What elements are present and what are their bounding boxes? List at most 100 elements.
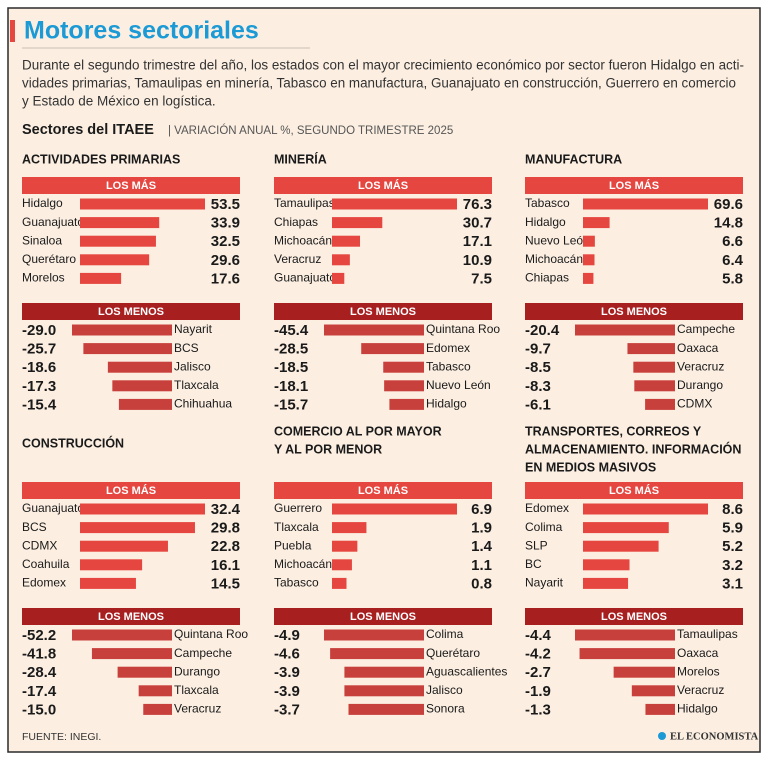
row-label: Jalisco (174, 359, 211, 373)
group-header (274, 482, 492, 499)
value-label: -20.4 (525, 322, 560, 339)
bar (80, 540, 168, 552)
value-label: -3.9 (274, 683, 300, 700)
group-header (22, 608, 240, 625)
value-label: -28.5 (274, 341, 308, 358)
group-header-label: LOS MENOS (350, 306, 416, 318)
value-label: 3.2 (722, 557, 743, 574)
bar (389, 398, 424, 410)
row-label: Morelos (22, 271, 65, 285)
row-label: Tabasco (525, 196, 570, 210)
panel-title: COMERCIO AL POR MAYOR (274, 424, 442, 438)
value-label: 0.8 (471, 575, 492, 592)
title: Motores sectoriales (24, 17, 259, 45)
value-label: -15.4 (22, 396, 57, 413)
value-label: 1.4 (471, 538, 493, 555)
value-label: -17.3 (22, 378, 56, 395)
value-label: -4.6 (274, 646, 300, 663)
value-label: -52.2 (22, 627, 56, 644)
row-label: Querétaro (22, 252, 76, 266)
row-label: Tlaxcala (174, 683, 219, 697)
group-header-label: LOS MENOS (98, 306, 164, 318)
bar (583, 577, 629, 589)
bar (324, 324, 424, 336)
bar (575, 629, 675, 641)
row-label: Tamaulipas (677, 627, 738, 641)
value-label: -18.6 (22, 359, 56, 376)
panel-title: ACTIVIDADES PRIMARIAS (22, 152, 180, 166)
value-label: 5.8 (722, 270, 743, 287)
panel-title: TRANSPORTES, CORREOS Y (525, 424, 702, 438)
group-header-label: LOS MENOS (98, 611, 164, 623)
row-label: Veracruz (677, 683, 724, 697)
group-header-label: LOS MÁS (358, 179, 408, 192)
group-header (274, 303, 492, 320)
bar (384, 380, 424, 392)
value-label: -2.7 (525, 664, 551, 681)
row-label: Chihuahua (174, 397, 232, 411)
panel-title: MINERÍA (274, 151, 327, 166)
bar (332, 522, 367, 534)
value-label: -1.9 (525, 683, 551, 700)
value-label: -8.5 (525, 359, 551, 376)
bar (627, 343, 675, 355)
row-label: Michoacán (274, 557, 332, 571)
row-label: Nuevo León (426, 378, 491, 392)
value-label: 22.8 (211, 538, 240, 555)
value-label: 8.6 (722, 501, 743, 518)
value-label: 29.8 (211, 520, 240, 537)
bar (72, 324, 172, 336)
value-label: -17.4 (22, 683, 57, 700)
group-header (525, 608, 743, 625)
bar (112, 380, 172, 392)
bar (118, 398, 172, 410)
brand-icon (658, 732, 666, 740)
bar (348, 703, 424, 715)
row-label: Michoacán (525, 252, 583, 266)
bar (117, 666, 172, 678)
bar (80, 503, 205, 515)
row-label: Coahuila (22, 557, 70, 571)
group-header-label: LOS MÁS (106, 179, 156, 192)
subtitle-line: Durante el segundo trimestre del año, lo… (22, 58, 744, 73)
value-label: -15.7 (274, 396, 308, 413)
value-label: 5.9 (722, 520, 743, 537)
bar (631, 685, 675, 697)
value-label: 32.5 (211, 233, 240, 250)
frame (7, 7, 761, 753)
bar (634, 380, 675, 392)
bar (583, 522, 669, 534)
bar (91, 648, 172, 660)
source: FUENTE: INEGI. (22, 731, 101, 743)
group-header (525, 177, 743, 194)
value-label: 6.6 (722, 233, 743, 250)
row-label: Quintana Roo (426, 322, 500, 336)
row-label: Jalisco (426, 683, 463, 697)
bar (613, 666, 675, 678)
row-label: Querétaro (426, 646, 480, 660)
group-header-label: LOS MENOS (601, 306, 667, 318)
value-label: -18.5 (274, 359, 308, 376)
panel-title: EN MEDIOS MASIVOS (525, 460, 656, 474)
subtitle-line: y Estado de México en logística. (22, 94, 216, 109)
row-label: Guerrero (274, 501, 322, 515)
row-label: Edomex (426, 341, 470, 355)
bar (583, 235, 595, 247)
value-label: 29.6 (211, 252, 240, 269)
value-label: 30.7 (463, 215, 492, 232)
bar (143, 703, 172, 715)
value-label: -4.2 (525, 646, 551, 663)
bar (332, 198, 457, 210)
row-label: Veracruz (174, 702, 221, 716)
row-label: Nayarit (174, 322, 213, 336)
row-label: Chiapas (274, 215, 318, 229)
group-header-label: LOS MÁS (609, 179, 659, 192)
value-label: 76.3 (463, 196, 492, 213)
value-label: -4.4 (525, 627, 552, 644)
row-label: Nuevo León (525, 233, 590, 247)
bar (332, 540, 358, 552)
bar (645, 703, 675, 715)
bar (583, 503, 708, 515)
